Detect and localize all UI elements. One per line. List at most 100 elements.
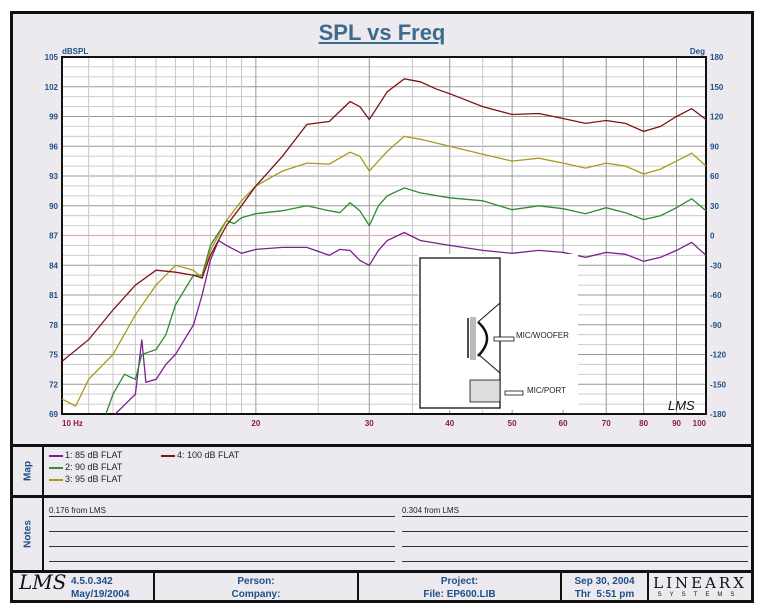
company: Company: [231,589,281,600]
version-cell: LMS 4.5.0.342 May/19/2004 [13,570,155,603]
y-tick-label: 72 [49,380,58,389]
y2-tick-label: 90 [710,142,719,151]
note-line [49,516,395,517]
footer: LMS 4.5.0.342 May/19/2004 Person: Compan… [13,570,751,603]
y2-axis-label: Deg [690,47,705,56]
note-line [402,516,748,517]
lms-logo: LMS [19,570,67,594]
y2-tick-label: 60 [710,172,719,181]
x-tick-label: 60 [559,419,568,428]
y2-tick-label: -120 [710,351,727,360]
y-tick-label: 102 [45,83,59,92]
x-tick-label: 50 [508,419,517,428]
note-line [402,561,748,562]
grid [61,56,707,415]
y2-tick-label: 120 [710,113,724,122]
chart-panel: SPL vs Freq dBSPL Deg 105 102 99 96 93 90 87 84… [13,14,751,447]
port-icon [469,379,501,403]
note-line [49,546,395,547]
x-tick-label: 20 [251,419,260,428]
mic-woofer-icon [493,336,515,342]
y-tick-label: 69 [49,410,58,419]
y-axis-label: dBSPL [62,47,88,56]
note-line [402,546,748,547]
mic-woofer-label: MIC/WOOFER [516,331,569,340]
legend-swatch [49,466,63,469]
lms-watermark: LMS [668,398,695,413]
y2-tick-label: -180 [710,410,727,419]
y2-tick-label: 180 [710,53,724,62]
legend-label: 1: 85 dB FLAT [65,450,123,460]
linearx-logo: LINEARX SYSTEMS [649,573,751,603]
notes-label: Notes [22,520,33,548]
legend-label: 4: 100 dB FLAT [177,450,240,460]
woofer-dome-icon [477,321,489,357]
project: Project: [440,576,479,587]
x-tick-label: 40 [445,419,454,428]
map-panel: Map 1: 85 dB FLAT 2: 90 dB FLAT 3: 95 dB F… [13,447,751,498]
y2-tick-label: 30 [710,202,719,211]
series-line [105,187,707,415]
map-side-label: Map [13,447,44,495]
y2-tick-label: -150 [710,380,727,389]
mic-port-icon [504,390,524,396]
x-tick-label: 100 [693,419,707,428]
y-tick-label: 75 [49,351,58,360]
y2-tick-label: -30 [710,261,722,270]
notes-panel: Notes 0.176 from LMS 0.304 from LMS [13,498,751,573]
note-left[interactable]: 0.176 from LMS [49,506,106,515]
date-cell: Sep 30, 2004 Thr 5:51 pm [562,573,649,603]
y-tick-label: 90 [49,202,58,211]
chart-title: SPL vs Freq [13,20,751,46]
tick-labels: 105 102 99 96 93 90 87 84 81 78 75 72 69 180 150 120 90 6… [45,53,727,428]
inset-diagram: MIC/WOOFER MIC/PORT [418,254,578,410]
woofer-magnet-icon [470,317,476,360]
legend-swatch [161,454,175,457]
person-cell: Person: Company: [155,573,359,603]
date: Sep 30, 2004 [574,576,635,587]
legend-swatch [49,478,63,481]
person: Person: [237,576,275,587]
y-tick-label: 81 [49,291,58,300]
y2-tick-label: -60 [710,291,722,300]
woofer-cone-top [477,302,501,323]
note-line [49,561,395,562]
x-tick-label: 30 [365,419,374,428]
legend-item: 3: 95 dB FLAT [49,474,122,484]
note-line [49,531,395,532]
brand-sub: SYSTEMS [657,592,743,598]
brand: LINEARX [653,574,747,592]
note-right[interactable]: 0.304 from LMS [402,506,459,515]
mic-port-label: MIC/PORT [527,386,566,395]
legend-item: 2: 90 dB FLAT [49,462,122,472]
legend-item: 4: 100 dB FLAT [161,450,239,460]
time: Thr 5:51 pm [574,589,635,600]
build-date: May/19/2004 [71,589,130,600]
project-cell: Project: File: EP600.LIB [359,573,562,603]
legend-item: 1: 85 dB FLAT [49,450,122,460]
y-tick-label: 78 [49,321,58,330]
notes-side-label: Notes [13,498,44,570]
spl-chart: dBSPL Deg 105 102 99 96 93 90 87 84 81 78 75 72 69 18… [45,47,727,428]
legend-label: 2: 90 dB FLAT [65,462,123,472]
map-label: Map [22,461,33,481]
chart-title-text: SPL vs Freq [318,20,446,45]
y-tick-label: 84 [49,261,58,270]
y2-tick-label: -90 [710,321,722,330]
x-tick-label: 10 Hz [62,419,83,428]
legend-swatch [49,454,63,457]
y2-tick-label: 150 [710,83,724,92]
x-tick-label: 70 [602,419,611,428]
y-tick-label: 87 [49,232,58,241]
series-lines [61,78,707,415]
file: File: EP600.LIB [423,589,496,600]
y-tick-label: 93 [49,172,58,181]
version: 4.5.0.342 [71,576,113,587]
note-line [402,531,748,532]
woofer-cone-bottom [477,353,501,374]
x-tick-label: 80 [639,419,648,428]
y2-tick-label: 0 [710,232,715,241]
x-tick-label: 90 [672,419,681,428]
report-frame: SPL vs Freq dBSPL Deg 105 102 99 96 93 90 87 84… [10,11,754,603]
series-line [61,78,707,362]
